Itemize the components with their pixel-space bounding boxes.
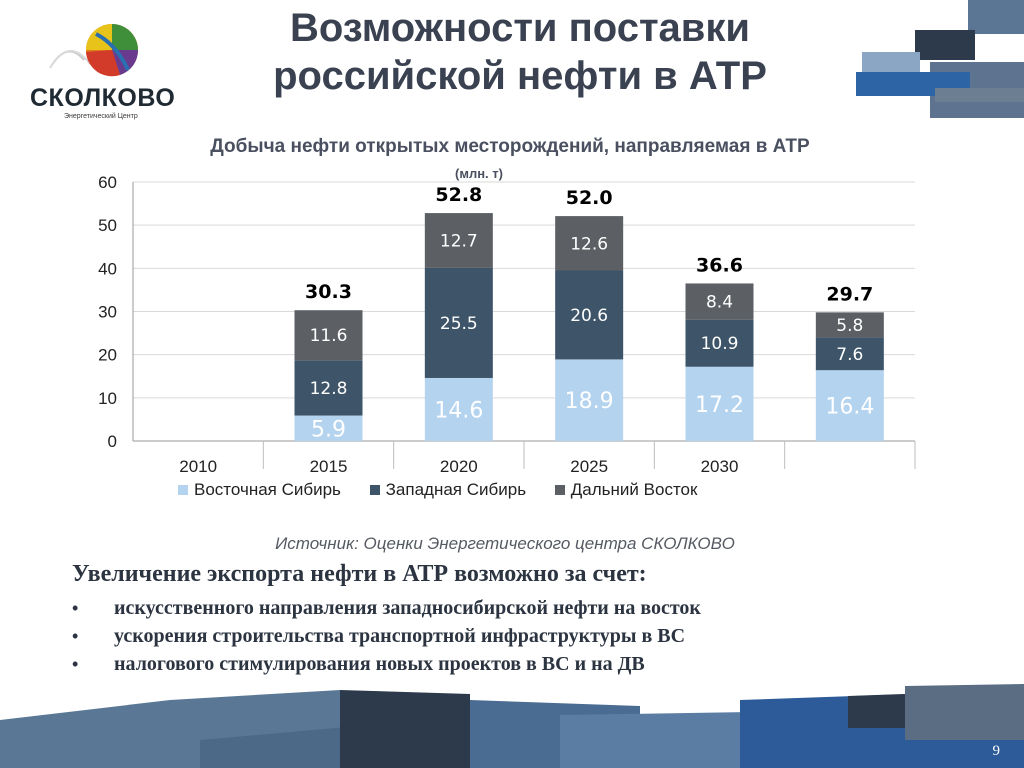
slide-title: Возможности поставки российской нефти в … <box>210 4 830 100</box>
x-tick-label: 2010 <box>179 457 217 476</box>
data-label-far-east: 11.6 <box>310 326 348 346</box>
deco-top-right-1 <box>968 0 1024 34</box>
legend-label-east-siberia: Восточная Сибирь <box>194 480 341 499</box>
data-label-far-east: 8.4 <box>706 293 733 313</box>
deco-bottom-8 <box>905 684 1024 740</box>
page-number: 9 <box>992 743 1001 759</box>
data-label-east-siberia: 17.2 <box>695 393 744 418</box>
bar-segment-far-east <box>685 283 754 320</box>
deco-bottom-3 <box>340 690 470 768</box>
deco-top-right-6 <box>935 88 1024 102</box>
bullet-text: искусственного направления западносибирс… <box>114 597 701 619</box>
data-label-far-east: 12.7 <box>440 231 478 251</box>
legend-swatch-west-siberia <box>369 485 380 495</box>
deco-bottom-2 <box>200 724 380 768</box>
data-label-east-siberia: 18.9 <box>565 389 614 414</box>
bar-segment-far-east <box>815 312 884 338</box>
data-label-east-siberia: 5.9 <box>311 417 346 442</box>
bar-segment-west-siberia <box>685 319 754 367</box>
legend-swatch-east-siberia <box>178 485 188 495</box>
bullet-item: • ускорения строительства транспортной ин… <box>72 623 701 651</box>
y-tick-label: 40 <box>98 259 117 278</box>
logo-subtitle: Энергетический Центр <box>64 113 138 120</box>
x-tick-label: 2015 <box>310 457 348 476</box>
legend-label-west-siberia: Западная Сибирь <box>385 480 527 499</box>
x-tick-label: 2030 <box>701 457 739 476</box>
legend-item-east-siberia: Восточная Сибирь <box>178 480 341 500</box>
bar-total-label: 29.7 <box>826 283 873 305</box>
y-tick-label: 30 <box>98 303 117 322</box>
bullet-dot-icon: • <box>72 598 79 618</box>
legend-swatch-far-east <box>554 485 565 495</box>
bar-segment-far-east <box>424 213 493 268</box>
y-tick-label: 20 <box>98 346 117 365</box>
bullet-dot-icon: • <box>72 654 79 674</box>
bar-segment-east-siberia <box>815 370 884 441</box>
bar-segment-west-siberia <box>424 267 493 378</box>
bar-segment-far-east <box>294 310 363 361</box>
bar-segment-west-siberia <box>555 270 624 360</box>
chart-title: Добыча нефти открытых месторождений, нап… <box>210 136 810 157</box>
bar-segment-west-siberia <box>815 337 884 371</box>
slide-title-line2: российской нефти в АТР <box>273 54 767 98</box>
bar-total-label: 52.0 <box>566 187 613 209</box>
data-label-east-siberia: 14.6 <box>434 398 483 423</box>
bullet-item: • искусственного направления западносибир… <box>72 595 701 623</box>
bar-segment-east-siberia <box>424 377 493 441</box>
chart-unit-label: (млн. т) <box>455 166 503 181</box>
bar-total-label: 36.6 <box>696 254 743 276</box>
data-label-far-east: 5.8 <box>836 316 863 336</box>
bar-total-label: 52.8 <box>435 184 482 206</box>
y-tick-label: 10 <box>98 389 117 408</box>
bullet-list: • искусственного направления западносибир… <box>72 595 701 679</box>
legend-item-far-east: Дальний Восток <box>554 480 698 500</box>
bullet-dot-icon: • <box>72 626 79 646</box>
y-tick-label: 0 <box>108 432 117 451</box>
y-tick-label: 50 <box>98 216 117 235</box>
x-tick-label: 2025 <box>570 457 608 476</box>
logo-name: СКОЛКОВО <box>30 84 176 112</box>
skolkovo-logo: СКОЛКОВО Энергетический Центр <box>24 22 184 122</box>
bar-segment-east-siberia <box>685 366 754 441</box>
chart-legend: Восточная Сибирь Западная Сибирь Дальний… <box>178 480 721 500</box>
deco-bottom-5 <box>560 712 750 768</box>
bar-segment-west-siberia <box>294 360 363 416</box>
bullet-text: налогового стимулирования новых проектов… <box>114 653 645 675</box>
data-label-west-siberia: 20.6 <box>570 306 608 326</box>
bar-total-label: 30.3 <box>305 281 352 303</box>
deco-top-right-3 <box>862 52 920 74</box>
data-label-far-east: 12.6 <box>570 234 608 254</box>
data-label-west-siberia: 7.6 <box>836 345 863 365</box>
bullet-text: ускорения строительства транспортной инф… <box>114 625 686 647</box>
x-tick-label: 2020 <box>440 457 478 476</box>
bar-segment-east-siberia <box>555 359 624 441</box>
source-note: Источник: Оценки Энергетического центра … <box>275 534 735 553</box>
bar-segment-far-east <box>555 216 624 271</box>
data-label-west-siberia: 12.8 <box>310 379 348 399</box>
data-label-west-siberia: 10.9 <box>701 334 739 354</box>
slide-title-line1: Возможности поставки <box>290 6 750 50</box>
bullet-item: • налогового стимулирования новых проекто… <box>72 651 701 679</box>
legend-item-west-siberia: Западная Сибирь <box>369 480 527 500</box>
logo-globe-icon <box>49 24 139 77</box>
legend-label-far-east: Дальний Восток <box>570 480 698 499</box>
data-label-west-siberia: 25.5 <box>440 314 478 334</box>
deco-bottom-7 <box>848 694 905 728</box>
bullets-heading: Увеличение экспорта нефти в АТР возможно… <box>72 561 647 587</box>
deco-top-right-2 <box>915 30 975 60</box>
bar-segment-east-siberia <box>294 415 363 441</box>
data-label-east-siberia: 16.4 <box>825 395 874 420</box>
y-tick-label: 60 <box>98 173 117 192</box>
